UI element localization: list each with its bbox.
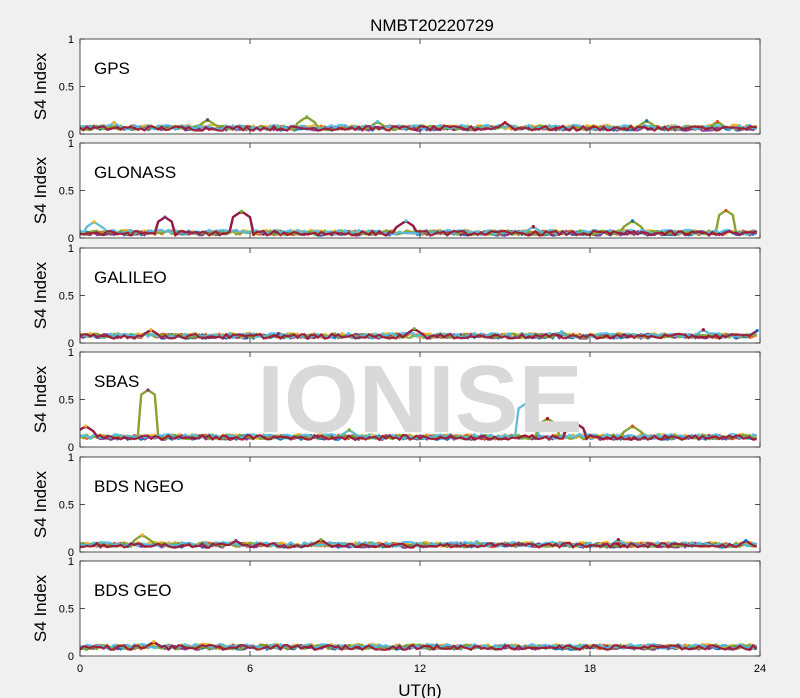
spike-point <box>146 388 150 392</box>
spike-point <box>503 121 507 125</box>
y-tick-label: 0 <box>68 651 74 663</box>
panel-gps: 0 0.5 1 GPS S4 Index <box>31 34 761 141</box>
spike-point <box>545 416 550 421</box>
panel-label: GPS <box>94 59 130 78</box>
spike-point <box>205 118 210 122</box>
plot-area <box>80 143 760 238</box>
spike-point <box>347 428 351 432</box>
spike-point <box>276 331 280 336</box>
spike-point <box>724 208 728 213</box>
series-trace <box>79 121 757 132</box>
series-points <box>79 388 758 441</box>
panel-label: GALILEO <box>94 268 167 287</box>
panel-bds-geo: 0 0.5 1 BDS GEO S4 Index <box>31 556 761 663</box>
spike-point <box>744 539 748 543</box>
y-axis-label: S4 Index <box>31 261 50 329</box>
y-tick-label: 1 <box>68 347 74 359</box>
y-tick-label: 1 <box>68 138 74 150</box>
plot-area <box>80 39 760 134</box>
y-axis-label: S4 Index <box>31 470 50 538</box>
y-axis-label: S4 Index <box>31 365 50 433</box>
series-trace <box>79 422 757 441</box>
spike-point <box>375 120 380 124</box>
series-points <box>79 208 758 237</box>
spike-point <box>755 329 759 333</box>
spike-point <box>152 640 156 644</box>
spike-point <box>701 328 705 332</box>
series-points <box>79 533 758 549</box>
series-trace <box>79 211 757 237</box>
spike-point <box>305 115 309 119</box>
spike-point <box>630 219 635 223</box>
y-tick-label: 0.5 <box>59 395 74 407</box>
x-tick-label: 24 <box>754 663 766 675</box>
x-tick-label: 12 <box>414 663 426 675</box>
spike-point <box>630 424 635 428</box>
spike-point <box>404 219 408 223</box>
watermark: IONISE <box>257 346 582 453</box>
plot-area <box>80 457 760 552</box>
x-axis-label: UT(h) <box>398 681 441 698</box>
y-tick-label: 1 <box>68 243 74 255</box>
y-tick-label: 0 <box>68 338 74 350</box>
y-tick-label: 0 <box>68 129 74 141</box>
y-tick-label: 0.5 <box>59 186 74 198</box>
spike-point <box>163 215 167 219</box>
panel-glonass: 0 0.5 1 GLONASS S4 Index <box>31 138 761 245</box>
spike-point <box>526 400 530 404</box>
panel-galileo: 0 0.5 1 GALILEO S4 Index <box>31 243 761 350</box>
spike-point <box>616 538 620 542</box>
spike-point <box>239 209 244 213</box>
panel-label: BDS NGEO <box>94 477 184 496</box>
panel-label: SBAS <box>94 372 139 391</box>
panel-sbas: 0 0.5 1 SBAS S4 Index <box>31 347 761 454</box>
series-points <box>79 640 758 651</box>
y-axis-label: S4 Index <box>31 574 50 642</box>
spike-point <box>412 327 416 331</box>
plot-area <box>80 561 760 656</box>
y-tick-label: 0.5 <box>59 604 74 616</box>
plot-area <box>80 248 760 343</box>
spike-point <box>645 119 649 123</box>
y-tick-label: 0 <box>68 233 74 245</box>
series-trace <box>79 121 757 131</box>
spike-point <box>319 538 323 542</box>
spike-point <box>84 424 88 428</box>
y-tick-label: 0 <box>68 547 74 559</box>
series-trace <box>79 538 757 549</box>
panel-label: BDS GEO <box>94 581 171 600</box>
spike-point <box>149 328 153 332</box>
spike-point <box>140 533 144 537</box>
x-tick-label: 0 <box>77 663 83 675</box>
spike-point <box>560 330 564 334</box>
y-tick-label: 1 <box>68 556 74 568</box>
spike-point <box>531 225 535 229</box>
y-tick-label: 0.5 <box>59 500 74 512</box>
y-tick-label: 0.5 <box>59 82 74 94</box>
series-trace <box>79 641 758 651</box>
series-points <box>79 115 758 132</box>
y-tick-label: 0 <box>68 442 74 454</box>
panel-label: GLONASS <box>94 163 176 182</box>
panel-bds-ngeo: 0 0.5 1 BDS NGEO S4 Index <box>31 452 761 559</box>
spike-point <box>92 220 96 224</box>
y-tick-label: 0.5 <box>59 291 74 303</box>
panels: 0 0.5 1 GPS S4 Index 0 0.5 1 GLONASS S4 Index 0 0.5… <box>31 34 766 675</box>
x-tick-label: 6 <box>247 663 253 675</box>
spike-point <box>112 121 116 125</box>
y-axis-label: S4 Index <box>31 156 50 224</box>
series-trace <box>79 328 758 340</box>
spike-point <box>475 539 479 544</box>
plot-area <box>80 352 760 447</box>
y-axis-label: S4 Index <box>31 52 50 120</box>
spike-point <box>234 539 238 543</box>
y-tick-label: 1 <box>68 452 74 464</box>
series-points <box>79 327 759 340</box>
spike-point <box>574 421 578 425</box>
x-tick-label: 18 <box>584 663 596 675</box>
chart-title: NMBT20220729 <box>370 16 494 35</box>
y-tick-label: 1 <box>68 34 74 46</box>
spike-point <box>715 120 720 124</box>
